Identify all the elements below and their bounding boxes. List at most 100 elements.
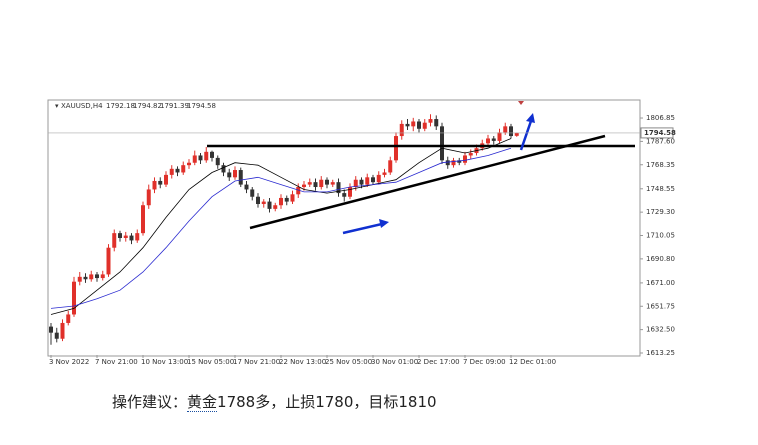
candle-body: [394, 136, 398, 161]
candle-body: [187, 162, 191, 166]
candle-body: [273, 205, 278, 209]
candle-body: [382, 172, 387, 175]
candle-body: [198, 155, 203, 161]
caption-suffix: 1788多，止损1780，目标1810: [217, 393, 437, 411]
candle-body: [445, 160, 450, 166]
candle-body: [365, 177, 370, 185]
candle-body: [284, 197, 289, 202]
candle-body: [330, 182, 335, 185]
price-label: 1794.58: [644, 129, 676, 137]
marks: [49, 114, 519, 345]
candle-body: [95, 274, 99, 279]
candle-body: [152, 180, 157, 190]
ohlc-low: 1791.39: [160, 102, 189, 110]
chart-header-arrow: ▾: [55, 102, 59, 110]
arrow-shaft: [519, 120, 533, 151]
candle-body: [141, 205, 145, 234]
x-tick-label: 22 Nov 13:00: [279, 358, 326, 366]
x-tick-label: 15 Nov 05:00: [187, 358, 234, 366]
arrow-head: [526, 113, 535, 123]
candle-body: [497, 132, 502, 141]
candle-body: [118, 233, 122, 238]
candle-body: [66, 314, 71, 323]
candle-body: [83, 276, 88, 280]
candle-body: [371, 177, 375, 183]
candle-body: [175, 168, 180, 173]
candle-body: [491, 138, 496, 141]
candle-body: [89, 274, 94, 280]
candle-body: [428, 119, 433, 123]
arrow-head: [379, 219, 389, 228]
candle-body: [250, 189, 255, 197]
x-tick-label: 10 Nov 13:00: [141, 358, 188, 366]
candle-body: [261, 201, 266, 205]
candle-body: [468, 153, 473, 156]
candle-body: [164, 174, 168, 185]
y-tick-label: 1671.00: [646, 279, 675, 287]
y-tick-label: 1690.80: [646, 255, 675, 263]
candle-body: [279, 197, 283, 206]
candle-body: [457, 160, 462, 163]
y-tick-label: 1768.35: [646, 161, 675, 169]
candle-body: [325, 179, 329, 185]
candle-body: [509, 126, 513, 137]
ohlc-open: 1792.18: [106, 102, 135, 110]
arrow-shaft: [342, 222, 383, 235]
candle-body: [319, 179, 324, 188]
candle-body: [204, 151, 209, 161]
caption-prefix: 操作建议：: [112, 393, 188, 411]
x-tick-label: 7 Nov 21:00: [95, 358, 138, 366]
ohlc-high: 1794.82: [133, 102, 162, 110]
candle-body: [227, 172, 232, 178]
candle-body: [376, 174, 381, 183]
candle-body: [313, 182, 318, 188]
x-tick-label: 7 Dec 09:00: [463, 358, 506, 366]
caption: 操作建议：黄金1788多，止损1780，目标1810: [112, 391, 437, 412]
candle-body: [336, 182, 341, 194]
candle-body: [342, 193, 347, 197]
candle-body: [451, 160, 456, 166]
x-tick-label: 2 Dec 17:00: [417, 358, 460, 366]
candle-body: [49, 326, 53, 333]
candle-body: [112, 233, 117, 248]
candle-body: [307, 182, 312, 185]
candle-body: [434, 119, 439, 127]
candle-body: [210, 151, 214, 158]
x-tick-label: 3 Nov 2022: [49, 358, 89, 366]
candle-body: [244, 184, 249, 190]
x-tick-label: 25 Nov 05:00: [325, 358, 372, 366]
candle-body: [486, 138, 490, 144]
candle-body: [353, 179, 358, 188]
candle-body: [72, 281, 76, 315]
candle-body: [388, 160, 393, 173]
candle-body: [106, 247, 111, 275]
candle-body: [256, 196, 260, 205]
candle-body: [290, 194, 295, 202]
x-tick-label: 17 Nov 21:00: [233, 358, 280, 366]
candle-body: [192, 155, 197, 163]
y-tick-label: 1613.25: [646, 349, 675, 357]
price-label-box: [640, 127, 674, 139]
candle-body: [158, 180, 163, 185]
x-tick-label: 30 Nov 01:00: [371, 358, 418, 366]
candle-body: [417, 121, 421, 129]
candle-body: [146, 189, 151, 206]
candle-body: [129, 235, 134, 241]
candle-body: [77, 276, 82, 282]
ohlc-close: 1794.58: [187, 102, 216, 110]
x-tick-label: 12 Dec 01:00: [509, 358, 556, 366]
candle-body: [135, 233, 140, 241]
caption-keyword[interactable]: 黄金: [187, 393, 218, 412]
candle-body: [514, 132, 519, 136]
y-tick-label: 1710.05: [646, 232, 675, 240]
y-tick-label: 1632.50: [646, 326, 675, 334]
candle-body: [221, 165, 226, 173]
chart-header: XAUUSD,H4 1792.18 1794.82 1791.39 1794.5…: [61, 102, 216, 110]
candle-body: [296, 187, 301, 195]
candle-body: [463, 155, 467, 163]
moving-average: [50, 147, 512, 309]
candle-body: [123, 235, 128, 238]
candle-body: [215, 157, 220, 166]
candle-body: [405, 123, 410, 127]
